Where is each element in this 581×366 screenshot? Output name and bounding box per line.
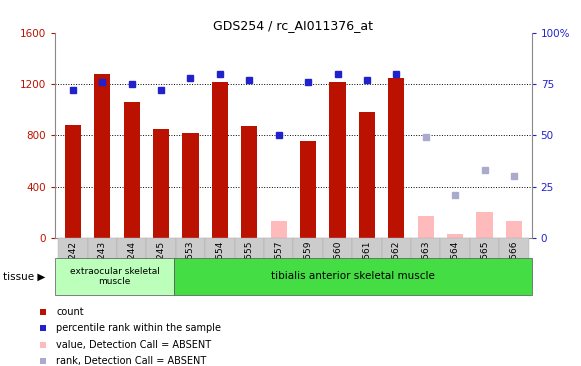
Text: rank, Detection Call = ABSENT: rank, Detection Call = ABSENT (56, 356, 206, 366)
Text: GSM5553: GSM5553 (186, 241, 195, 284)
Bar (499, 238, 529, 295)
Bar (212, 82, 228, 238)
Text: extraocular skeletal
muscle: extraocular skeletal muscle (70, 266, 160, 286)
Text: GSM5555: GSM5555 (245, 241, 254, 284)
Text: GSM5559: GSM5559 (304, 241, 313, 284)
Bar (300, 141, 316, 238)
Text: tissue ▶: tissue ▶ (3, 271, 45, 281)
Bar (153, 129, 169, 238)
Bar (418, 216, 434, 238)
Bar (382, 238, 411, 295)
Bar (388, 78, 404, 238)
Bar (176, 238, 205, 295)
Text: GSM5554: GSM5554 (216, 241, 224, 284)
Bar (241, 126, 257, 238)
Bar (264, 238, 293, 295)
Bar (271, 221, 287, 238)
Bar (476, 212, 493, 238)
Text: GSM4242: GSM4242 (69, 241, 77, 284)
Bar (352, 238, 382, 295)
Bar (174, 258, 532, 295)
Bar (359, 112, 375, 238)
Text: count: count (56, 307, 84, 317)
Bar (117, 238, 146, 295)
Text: GSM5562: GSM5562 (392, 241, 401, 284)
Bar (411, 238, 440, 295)
Text: GSM5563: GSM5563 (421, 241, 431, 284)
Title: GDS254 / rc_AI011376_at: GDS254 / rc_AI011376_at (213, 19, 374, 32)
Bar (293, 238, 323, 295)
Text: GSM5560: GSM5560 (333, 241, 342, 284)
Bar (470, 238, 499, 295)
Text: GSM5564: GSM5564 (451, 241, 460, 284)
Text: GSM5561: GSM5561 (363, 241, 371, 284)
Text: tibialis anterior skeletal muscle: tibialis anterior skeletal muscle (271, 271, 435, 281)
Text: GSM5565: GSM5565 (480, 241, 489, 284)
Bar (182, 133, 199, 238)
Bar (447, 234, 463, 238)
Bar (64, 125, 81, 238)
Text: GSM5557: GSM5557 (274, 241, 283, 284)
Text: GSM5566: GSM5566 (510, 241, 518, 284)
Bar (94, 74, 110, 238)
Text: GSM4243: GSM4243 (98, 241, 107, 284)
Bar (506, 221, 522, 238)
Text: value, Detection Call = ABSENT: value, Detection Call = ABSENT (56, 340, 211, 350)
Bar (323, 238, 352, 295)
Text: GSM4244: GSM4244 (127, 241, 136, 284)
Bar (235, 238, 264, 295)
Bar (124, 102, 140, 238)
Bar (88, 238, 117, 295)
Bar (146, 238, 176, 295)
Text: percentile rank within the sample: percentile rank within the sample (56, 324, 221, 333)
Text: GSM4245: GSM4245 (156, 241, 166, 284)
Bar (55, 258, 174, 295)
Bar (58, 238, 88, 295)
Bar (440, 238, 470, 295)
Bar (329, 82, 346, 238)
Bar (205, 238, 235, 295)
